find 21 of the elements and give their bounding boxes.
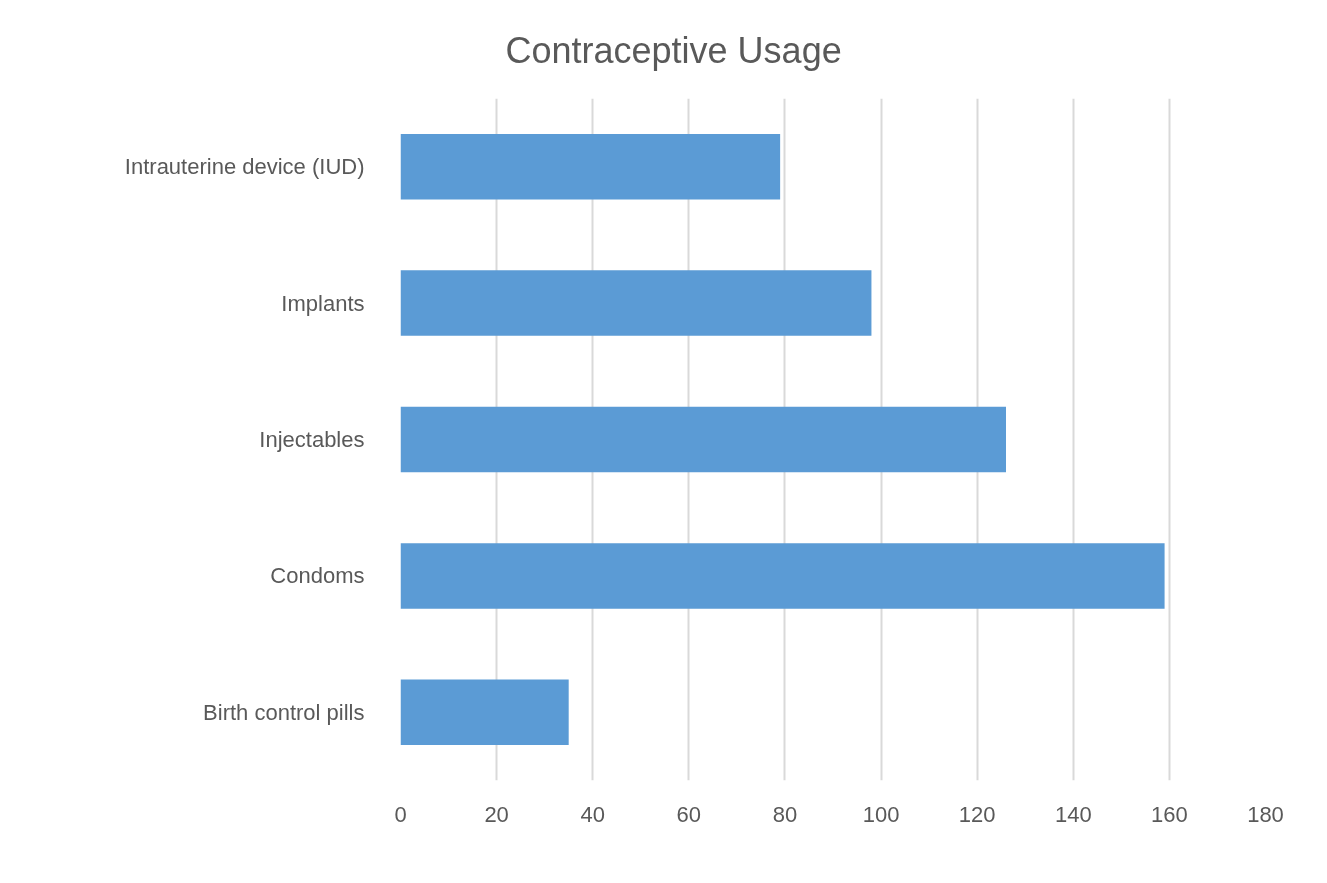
y-tick-label: Intrauterine device (IUD)	[124, 154, 365, 180]
y-tick-label: Birth control pills	[203, 699, 365, 725]
bar	[400, 543, 1165, 609]
x-tick-label: 80	[772, 801, 798, 827]
x-tick-label: 160	[1151, 801, 1188, 827]
bar	[400, 406, 1006, 473]
x-tick-label: 40	[580, 801, 605, 827]
x-tick-label: 100	[862, 801, 900, 827]
y-tick-label: Condoms	[270, 563, 365, 589]
bar	[400, 679, 569, 746]
chart-title: Contraceptive Usage	[505, 30, 842, 71]
x-tick-label: 0	[394, 801, 407, 827]
y-tick-label: Implants	[281, 290, 365, 316]
y-tick-label: Injectables	[259, 427, 365, 452]
bar	[400, 270, 872, 336]
x-tick-label: 140	[1054, 801, 1092, 827]
bar	[400, 133, 781, 200]
x-tick-label: 180	[1247, 801, 1284, 827]
x-tick-label: 60	[676, 801, 702, 827]
x-tick-label: 120	[958, 801, 996, 827]
x-tick-label: 20	[484, 801, 509, 827]
